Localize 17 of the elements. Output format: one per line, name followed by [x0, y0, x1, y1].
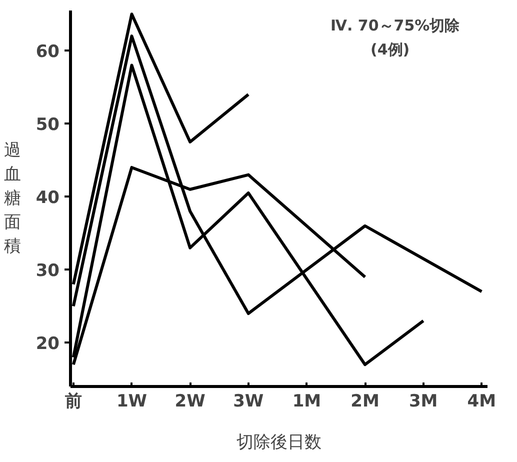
text: (4例)	[370, 40, 410, 58]
x-tick-label: 前	[64, 392, 82, 412]
x-axis-title: 切除後日数	[236, 432, 322, 452]
x-tick-label: 3M	[408, 392, 438, 412]
x-tick-label: 1M	[292, 392, 322, 412]
x-tick-label: 3W	[233, 392, 264, 412]
text: Ⅳ. 70～75%切除	[330, 16, 461, 34]
x-tick-label: 1W	[116, 392, 148, 412]
x-tick-label: 4M	[467, 392, 496, 412]
y-tick-label: 50	[36, 115, 60, 136]
y-tick-label: 40	[36, 188, 60, 208]
y-tick-label: 60	[36, 42, 60, 62]
x-tick-label: 2M	[350, 392, 380, 412]
y-axis-title: 過血糖面積	[4, 140, 21, 256]
x-tick-label: 2W	[174, 392, 206, 412]
y-tick-label: 30	[36, 261, 60, 282]
y-tick-label: 20	[36, 334, 60, 354]
